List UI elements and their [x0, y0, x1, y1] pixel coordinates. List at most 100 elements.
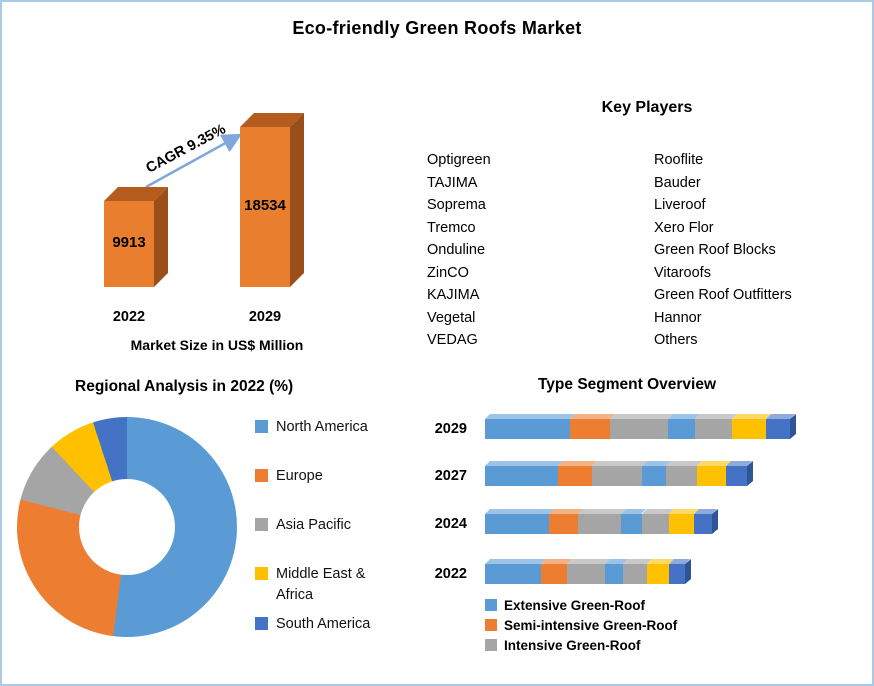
key-player-name: Vegetal [427, 309, 476, 326]
legend-swatch [485, 599, 497, 611]
stacked-bar-year-label: 2027 [434, 468, 467, 484]
stacked-bar-year-label: 2029 [434, 421, 467, 437]
bar-segment [558, 461, 598, 486]
regional-legend-item: Asia Pacific [255, 515, 351, 536]
bar-end-cap [712, 509, 718, 534]
key-player-name: Bauder [654, 174, 701, 191]
regional-analysis-section: Regional Analysis in 2022 (%) North Amer… [17, 372, 422, 672]
type-segment-title: Type Segment Overview [537, 376, 717, 393]
bar-segment [641, 509, 674, 534]
stacked-bar [485, 559, 691, 584]
segment-top-face [567, 559, 610, 564]
type-legend-item: Intensive Green-Roof [485, 636, 641, 654]
key-player-name: ZinCO [427, 264, 469, 281]
bar-segment [765, 414, 795, 439]
bar-segment [592, 461, 648, 486]
legend-label: Asia Pacific [276, 517, 351, 533]
growth-arrow-icon [145, 133, 243, 189]
key-player-name: Tremco [427, 219, 476, 236]
legend-label: North America [276, 419, 368, 435]
bar-segment [570, 414, 616, 439]
legend-swatch [255, 518, 268, 531]
bar-segment [665, 461, 703, 486]
bar-segment [485, 559, 546, 584]
legend-swatch [255, 420, 268, 433]
segment-top-face [485, 414, 576, 419]
legend-label: Semi-intensive Green-Roof [504, 617, 678, 633]
segment-top-face [485, 509, 554, 514]
bar-year-label: 2029 [248, 309, 282, 325]
bar-segment [621, 509, 647, 534]
legend-label: Extensive Green-Roof [504, 597, 646, 613]
bar-segment [567, 559, 610, 584]
type-legend-item: Semi-intensive Green-Roof [485, 616, 677, 634]
bar-end-cap [790, 414, 796, 439]
key-player-name: Xero Flor [654, 219, 714, 236]
bar-segment [485, 509, 554, 534]
bar-segment [697, 461, 731, 486]
legend-label: South America [276, 616, 371, 632]
page-title: Eco-friendly Green Roofs Market [292, 18, 582, 38]
bar-segment [610, 414, 673, 439]
key-player-name: Optigreen [427, 152, 491, 168]
bar-value-label: 9913 [112, 234, 146, 251]
key-player-name: KAJIMA [427, 287, 480, 303]
key-player-name: Rooflite [654, 152, 704, 168]
key-players-column-2: Rooflite Bauder Liveroof Xero Flor Green Roo… [654, 149, 792, 352]
bar-side-face [154, 187, 168, 287]
bar-end-cap [747, 461, 753, 486]
segment-top-face [765, 414, 795, 419]
bar-value-label: 18534 [244, 197, 286, 214]
stacked-bar [485, 414, 796, 439]
key-players-column-1: Optigreen TAJIMA Soprema Tremco Onduline ZinC… [427, 149, 491, 352]
regional-legend-item: North America [255, 417, 368, 438]
stacked-bar [485, 461, 753, 486]
type-segment-section: Type Segment Overview 2029 2027 2024 2022 E… [422, 372, 870, 684]
bar-segment [485, 461, 564, 486]
bar-top-face [240, 113, 304, 127]
bar-front-face [240, 127, 290, 287]
bar-segment [548, 509, 584, 534]
legend-label: Middle East & Africa [276, 566, 366, 603]
legend-label: Europe [276, 468, 323, 484]
regional-legend-item: Middle East & Africa [255, 564, 401, 606]
stacked-bar [485, 509, 718, 534]
bar-segment [667, 414, 701, 439]
regional-legend-item: South America [255, 614, 370, 635]
market-bar-2022 [104, 187, 168, 287]
key-player-name: Green Roof Blocks [654, 242, 776, 258]
segment-top-face [592, 461, 648, 466]
key-player-name: VEDAG [427, 332, 478, 348]
bar-segment [695, 414, 737, 439]
donut-chart [17, 417, 237, 637]
key-player-name: Soprema [427, 197, 486, 213]
segment-top-face [695, 414, 737, 419]
axis-label: Market Size in US$ Million [130, 337, 304, 353]
bar-segment [623, 559, 652, 584]
segment-top-face [570, 414, 616, 419]
bar-end-cap [685, 559, 691, 584]
bar-segment [669, 559, 690, 584]
legend-swatch [255, 617, 268, 630]
key-players-title: Key Players [601, 99, 693, 116]
bar-segment [485, 414, 576, 439]
segment-top-face [485, 559, 546, 564]
key-player-name: Vitaroofs [654, 264, 711, 281]
bar-year-label: 2022 [112, 309, 146, 325]
stacked-bars-area: 2029 2027 2024 2022 [422, 372, 870, 684]
bar-segment [541, 559, 572, 584]
segment-top-face [485, 461, 564, 466]
bar-segment [578, 509, 627, 534]
regional-legend-item: Europe [255, 466, 323, 487]
key-player-name: Onduline [427, 242, 486, 258]
bar-segment [732, 414, 771, 439]
legend-swatch [255, 469, 268, 482]
regional-title: Regional Analysis in 2022 (%) [75, 378, 294, 395]
bar-segment [647, 559, 674, 584]
stacked-bar-year-label: 2022 [434, 566, 467, 582]
bar-segment [605, 559, 628, 584]
bar-segment [642, 461, 671, 486]
bar-top-face [104, 187, 168, 201]
legend-swatch [485, 639, 497, 651]
